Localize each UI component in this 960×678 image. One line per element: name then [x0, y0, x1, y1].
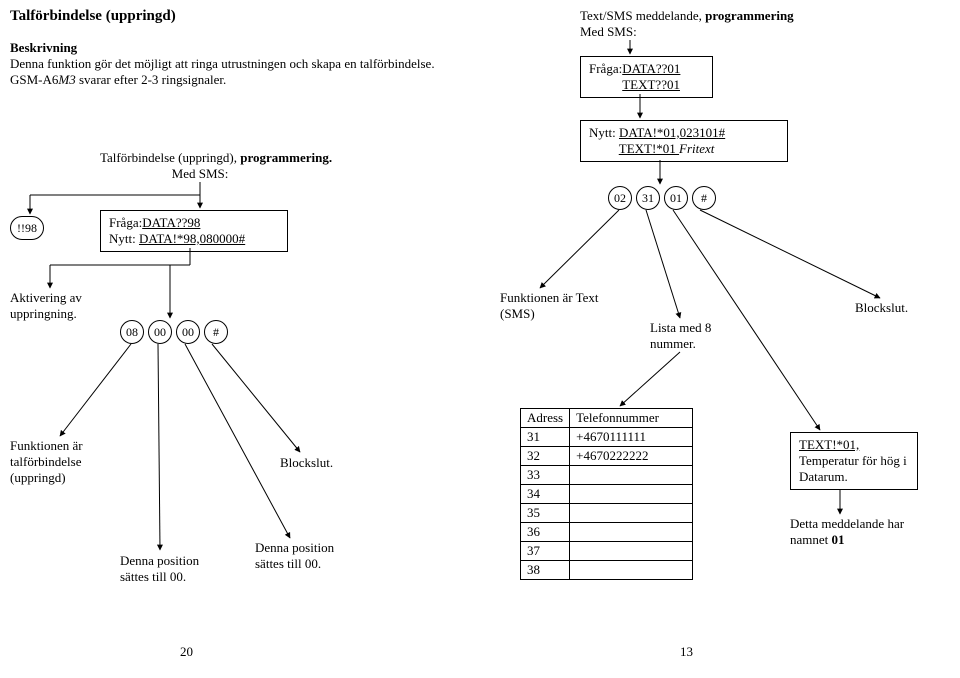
fraga98-b: DATA??98: [142, 215, 200, 230]
prog-head: Talförbindelse (uppringd), programmering…: [100, 150, 332, 182]
descr-tail: svarar efter 2-3 ringsignaler.: [76, 72, 227, 87]
fraga01-box: Fråga:DATA??01 Fråga:TEXT??01: [580, 56, 713, 98]
prog-head-c: Med SMS:: [100, 166, 300, 182]
digits1-3: #: [204, 320, 228, 344]
left-title: Talförbindelse (uppringd): [10, 8, 176, 25]
fraga01-c: TEXT??01: [622, 77, 680, 92]
left-pageno: 20: [180, 644, 193, 660]
table-row: 37: [521, 542, 693, 561]
right-head-c: Med SMS:: [580, 24, 637, 39]
digits1-2: 00: [176, 320, 200, 344]
digits2-0: 02: [608, 186, 632, 210]
table-row: 34: [521, 485, 693, 504]
descr-head: Beskrivning: [10, 40, 77, 56]
prog-head-a: Talförbindelse (uppringd),: [100, 150, 240, 165]
fraga01-b: DATA??01: [622, 61, 680, 76]
digits2-group: 02 31 01 #: [608, 186, 716, 210]
right-head: Text/SMS meddelande, programmering Med S…: [580, 8, 794, 40]
blockslut-right: Blockslut.: [855, 300, 908, 316]
right-head-b: programmering: [705, 8, 794, 23]
nytt98-b: DATA!*98,080000#: [139, 231, 245, 246]
pos2: Denna position sättes till 00.: [255, 540, 365, 572]
digits2-1: 31: [636, 186, 660, 210]
msg-name-a: Detta meddelande har namnet: [790, 516, 904, 547]
th-tel: Telefonnummer: [570, 409, 693, 428]
func-tal: Funktionen är talförbindelse (uppringd): [10, 438, 110, 486]
msg-name-b: 01: [832, 532, 845, 547]
right-head-a: Text/SMS meddelande,: [580, 8, 705, 23]
th-adress: Adress: [521, 409, 570, 428]
text01-b: Temperatur för hög i Datarum.: [799, 453, 907, 484]
nytt01-box: Nytt: DATA!*01,023101# Nytt: TEXT!*01 Fr…: [580, 120, 788, 162]
blockslut-left: Blockslut.: [280, 455, 333, 471]
table-row: 36: [521, 523, 693, 542]
fraga01-a: Fråga:: [589, 61, 622, 76]
table-row: 31+4670111111: [521, 428, 693, 447]
nytt01-d: Fritext: [679, 141, 714, 156]
nytt01-c: TEXT!*01: [619, 141, 679, 156]
table-row: 32+4670222222: [521, 447, 693, 466]
page-root: Talförbindelse (uppringd) Beskrivning De…: [0, 0, 960, 678]
nytt01-b: DATA!*01,023101#: [619, 125, 725, 140]
nytt01-a: Nytt:: [589, 125, 619, 140]
descr-body: Denna funktion gör det möjligt att ringa…: [10, 56, 440, 89]
fraga98-a: Fråga:: [109, 215, 142, 230]
func-sms: Funktionen är Text (SMS): [500, 290, 600, 322]
code98-circ-val: !!98: [10, 216, 44, 240]
msg-name: Detta meddelande har namnet 01: [790, 516, 940, 548]
table-row: 38: [521, 561, 693, 580]
address-table: AdressTelefonnummer 31+4670111111 32+467…: [520, 408, 693, 580]
act-label: Aktivering av uppringning.: [10, 290, 110, 322]
table-row: 33: [521, 466, 693, 485]
code98-circ: !!98: [10, 216, 44, 240]
text01-box: TEXT!*01, Temperatur för hög i Datarum.: [790, 432, 918, 490]
digits2-2: 01: [664, 186, 688, 210]
fraga98-box: Fråga:DATA??98 Nytt: DATA!*98,080000#: [100, 210, 288, 252]
lista: Lista med 8 nummer.: [650, 320, 730, 352]
text01-a: TEXT!*01,: [799, 437, 859, 452]
digits1-group: 08 00 00 #: [120, 320, 228, 344]
nytt98-a: Nytt:: [109, 231, 139, 246]
table-row: 35: [521, 504, 693, 523]
digits2-3: #: [692, 186, 716, 210]
digits1-1: 00: [148, 320, 172, 344]
descr-model: M3: [58, 72, 75, 87]
right-pageno: 13: [680, 644, 693, 660]
digits1-0: 08: [120, 320, 144, 344]
pos1: Denna position sättes till 00.: [120, 553, 230, 585]
prog-head-b: programmering.: [240, 150, 332, 165]
